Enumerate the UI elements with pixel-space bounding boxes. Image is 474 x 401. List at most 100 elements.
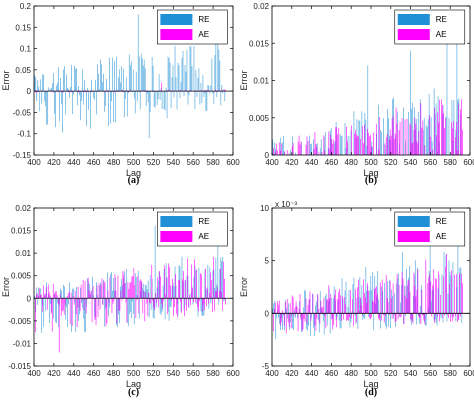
x-tick-label: 520 (147, 369, 161, 378)
x-tick-label: 400 (27, 369, 41, 378)
bars (34, 14, 226, 138)
y-tick-label: 0.015 (11, 227, 32, 236)
bars (34, 226, 226, 353)
chart-panel-4: 400 420 440 460 480 500 520 540 560 580 600 10 5 0 -5 x… (239, 200, 474, 398)
y-tick-label: -0.1 (17, 130, 31, 139)
y-tick-label: 0 (27, 294, 32, 303)
y-tick-label: 5 (265, 257, 270, 266)
y-tick-label: 0.005 (11, 272, 32, 281)
y-tick-label: 0.01 (15, 249, 31, 258)
x-tick-label: 480 (107, 158, 121, 167)
chart-panel-3: 400 420 440 460 480 500 520 540 560 580 600 0.02 0.0… (1, 204, 240, 398)
series-ae (272, 253, 463, 334)
x-tick-label: 540 (404, 369, 418, 378)
y-tick-label: -0.01 (13, 339, 32, 348)
x-tick-label: 500 (127, 369, 141, 378)
x-tick-label: 420 (285, 369, 299, 378)
x-tick-label: 560 (187, 158, 201, 167)
x-tick-label: 500 (364, 369, 378, 378)
chart-panel-1: 400 420 440 460 480 500 520 540 560 580 600 0.2 0.15… (1, 2, 240, 186)
x-tick-label: 480 (345, 158, 359, 167)
chart-panel-2: 400 420 440 460 480 500 520 540 560 580 600 0.02 0.0… (239, 2, 474, 186)
legend-swatch (160, 216, 193, 227)
y-tick-label: -0.005 (8, 317, 31, 326)
x-tick-label: 580 (444, 369, 458, 378)
y-axis-label: Error (1, 277, 11, 297)
panel-caption: (c) (128, 387, 139, 398)
legend-label: AE (198, 30, 209, 39)
x-tick-label: 480 (107, 369, 121, 378)
bars (272, 28, 463, 155)
panel-caption: (d) (365, 387, 377, 398)
series-re (34, 14, 226, 138)
x-tick-label: 600 (226, 369, 240, 378)
y-exponent-label: x 10⁻³ (275, 200, 297, 209)
x-tick-label: 480 (345, 369, 359, 378)
x-tick-label: 460 (325, 158, 339, 167)
x-tick-label: 440 (67, 158, 81, 167)
x-tick-label: 420 (285, 158, 299, 167)
legend: RE AE (157, 211, 228, 247)
x-tick-label: 420 (47, 158, 61, 167)
y-axis-label: Error (239, 70, 249, 90)
series-ae (34, 257, 226, 353)
x-tick-label: 600 (463, 369, 474, 378)
x-tick-label: 560 (424, 369, 438, 378)
y-tick-label: 0.005 (249, 114, 270, 123)
x-tick-label: 460 (87, 369, 101, 378)
y-axis-label: Error (1, 70, 11, 90)
x-tick-label: 580 (206, 158, 220, 167)
x-tick-label: 540 (404, 158, 418, 167)
legend-label: AE (436, 232, 447, 241)
legend: RE AE (157, 9, 228, 45)
y-tick-label: 0.02 (15, 204, 31, 213)
x-tick-label: 540 (167, 158, 181, 167)
x-tick-label: 440 (305, 369, 319, 378)
x-tick-label: 600 (463, 158, 474, 167)
y-tick-label: 0.01 (253, 77, 269, 86)
legend: RE AE (394, 211, 466, 247)
x-tick-label: 520 (384, 369, 398, 378)
y-tick-label: -0.015 (8, 362, 31, 371)
legend-swatch (160, 231, 193, 242)
x-tick-label: 540 (167, 369, 181, 378)
y-tick-label: 0.02 (253, 2, 269, 11)
legend-swatch (397, 29, 430, 40)
x-tick-label: 400 (265, 369, 279, 378)
x-tick-label: 460 (325, 369, 339, 378)
x-tick-label: 500 (364, 158, 378, 167)
legend-label: AE (198, 232, 209, 241)
x-tick-label: 580 (206, 369, 220, 378)
y-axis-label: Error (239, 277, 249, 297)
x-axis-label: Lag (363, 379, 378, 389)
series-re (272, 223, 463, 340)
series-ae (272, 99, 463, 155)
y-tick-label: 0.2 (20, 2, 32, 11)
y-tick-label: 0.05 (15, 66, 31, 75)
legend-swatch (397, 231, 430, 242)
x-tick-label: 560 (424, 158, 438, 167)
x-axis-label: Lag (126, 379, 141, 389)
y-tick-label: -0.05 (13, 108, 32, 117)
x-tick-label: 500 (127, 158, 141, 167)
x-tick-label: 400 (27, 158, 41, 167)
y-tick-label: -5 (262, 362, 270, 371)
x-tick-label: 520 (147, 158, 161, 167)
y-tick-label: -0.15 (13, 151, 32, 160)
legend-label: RE (198, 15, 209, 24)
legend-label: AE (436, 30, 447, 39)
x-tick-label: 400 (265, 158, 279, 167)
legend-label: RE (198, 217, 209, 226)
legend-swatch (160, 29, 193, 40)
y-tick-label: 0.1 (20, 45, 32, 54)
x-tick-label: 420 (47, 369, 61, 378)
series-re (272, 28, 462, 155)
legend-swatch (160, 14, 193, 25)
y-tick-label: 0.15 (15, 23, 31, 32)
panel-caption: (a) (128, 175, 140, 186)
x-axis-label: Lag (126, 168, 141, 178)
y-tick-label: 0 (265, 151, 270, 160)
x-tick-label: 440 (305, 158, 319, 167)
x-tick-label: 460 (87, 158, 101, 167)
series-re (34, 226, 226, 333)
